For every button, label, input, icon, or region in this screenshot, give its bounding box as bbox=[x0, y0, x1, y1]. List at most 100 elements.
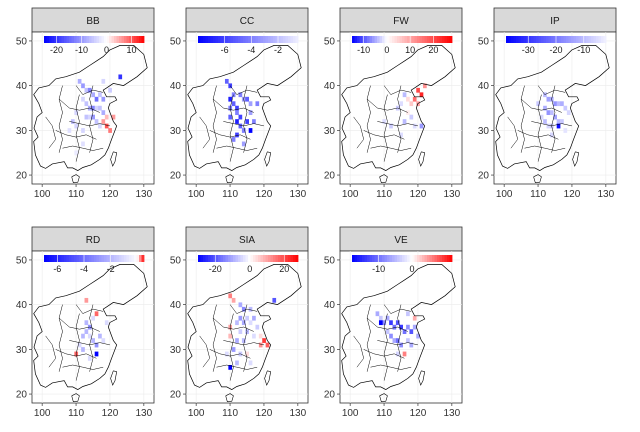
y-tick-label: 50 bbox=[170, 255, 182, 266]
province-boundary bbox=[212, 304, 217, 372]
legend-swatch bbox=[99, 36, 102, 43]
heat-cell bbox=[382, 119, 387, 124]
heat-cell bbox=[406, 311, 410, 317]
province-boundary bbox=[55, 130, 97, 140]
legend-swatch bbox=[369, 255, 373, 262]
heat-cell bbox=[406, 96, 410, 102]
legend-swatch bbox=[119, 255, 122, 262]
legend-swatch bbox=[44, 36, 47, 43]
legend-swatch bbox=[116, 255, 120, 262]
heat-cell bbox=[245, 96, 249, 102]
heat-cell bbox=[252, 119, 256, 124]
legend-swatch bbox=[359, 255, 363, 262]
heat-cell bbox=[262, 338, 266, 343]
legend-swatch bbox=[200, 36, 204, 43]
legend-swatch bbox=[84, 255, 87, 262]
legend-swatch bbox=[124, 36, 127, 43]
heat-cell bbox=[402, 119, 407, 124]
legend-swatch bbox=[513, 36, 517, 43]
heat-cell bbox=[392, 324, 397, 330]
x-tick-label: 110 bbox=[376, 189, 392, 200]
legend-swatch bbox=[528, 36, 532, 43]
legend-swatch bbox=[288, 36, 291, 43]
heat-cell bbox=[87, 114, 92, 120]
legend-swatch bbox=[394, 36, 398, 43]
legend-swatch bbox=[417, 36, 420, 43]
heat-cell bbox=[556, 123, 561, 129]
heat-cell bbox=[556, 119, 561, 124]
legend-swatch bbox=[218, 36, 221, 43]
island-outline bbox=[379, 174, 388, 184]
legend-tick-label: 0 bbox=[247, 264, 252, 274]
legend-swatch bbox=[379, 36, 383, 43]
legend-swatch bbox=[104, 36, 107, 43]
legend-swatch bbox=[263, 255, 266, 262]
legend-swatch bbox=[198, 255, 201, 262]
y-tick-label: 40 bbox=[16, 81, 28, 92]
heat-cell bbox=[231, 101, 236, 107]
legend-swatch bbox=[233, 36, 236, 43]
heat-cell bbox=[399, 101, 403, 107]
legend-swatch bbox=[352, 36, 355, 43]
plot-area bbox=[185, 250, 309, 404]
heat-cell bbox=[241, 320, 246, 326]
heat-cell bbox=[406, 338, 410, 343]
heat-cell bbox=[549, 132, 554, 138]
heat-cell bbox=[84, 320, 89, 326]
heat-cell bbox=[560, 101, 564, 107]
legend-swatch bbox=[235, 255, 239, 262]
legend-swatch bbox=[273, 36, 276, 43]
legend-swatch bbox=[215, 255, 219, 262]
legend-swatch bbox=[51, 36, 55, 43]
legend-swatch bbox=[69, 36, 72, 43]
heat-cell bbox=[228, 333, 233, 339]
legend-swatch bbox=[412, 36, 415, 43]
legend-swatch bbox=[253, 255, 256, 262]
legend-swatch bbox=[543, 36, 547, 43]
legend-swatch bbox=[275, 36, 279, 43]
legend-swatch bbox=[508, 36, 512, 43]
island-outline bbox=[418, 370, 426, 386]
province-boundary bbox=[209, 349, 251, 359]
legend-swatch bbox=[104, 255, 107, 262]
heat-cell bbox=[265, 342, 270, 348]
legend-swatch bbox=[64, 36, 67, 43]
y-tick-label: 20 bbox=[170, 171, 182, 182]
legend-swatch bbox=[71, 36, 75, 43]
legend-tick-label: -6 bbox=[221, 45, 229, 55]
province-boundary bbox=[89, 85, 94, 153]
province-boundary bbox=[517, 130, 559, 140]
legend-swatch bbox=[273, 255, 276, 262]
x-tick-label: 120 bbox=[410, 189, 427, 200]
legend-swatch bbox=[367, 255, 370, 262]
legend-swatch bbox=[59, 255, 62, 262]
heat-cell bbox=[389, 333, 393, 339]
heat-cell bbox=[228, 293, 233, 299]
x-tick-label: 110 bbox=[530, 189, 546, 200]
legend-swatch bbox=[131, 255, 135, 262]
x-tick-label: 120 bbox=[102, 189, 119, 200]
legend-swatch bbox=[424, 255, 428, 262]
y-tick-label: 50 bbox=[324, 36, 336, 47]
legend-swatch bbox=[240, 36, 244, 43]
legend-tick-label: -10 bbox=[372, 264, 385, 274]
legend-swatch bbox=[354, 255, 358, 262]
province-boundary bbox=[366, 98, 408, 113]
legend-swatch bbox=[521, 36, 524, 43]
heat-cell bbox=[238, 329, 243, 335]
heat-cell bbox=[395, 320, 400, 326]
island-outline bbox=[71, 174, 80, 184]
heat-cell bbox=[224, 351, 229, 357]
heat-cell bbox=[91, 114, 95, 120]
heat-cell bbox=[238, 315, 243, 321]
heat-cell bbox=[241, 306, 246, 312]
panel-title: BB bbox=[86, 16, 100, 27]
legend-swatch bbox=[81, 255, 85, 262]
heat-cell bbox=[543, 105, 547, 111]
province-boundary bbox=[58, 98, 100, 113]
legend-tick-label: -20 bbox=[209, 264, 222, 274]
province-boundary bbox=[89, 304, 94, 372]
province-boundary bbox=[243, 85, 248, 153]
province-boundary bbox=[229, 313, 234, 381]
heat-cell bbox=[399, 324, 403, 330]
